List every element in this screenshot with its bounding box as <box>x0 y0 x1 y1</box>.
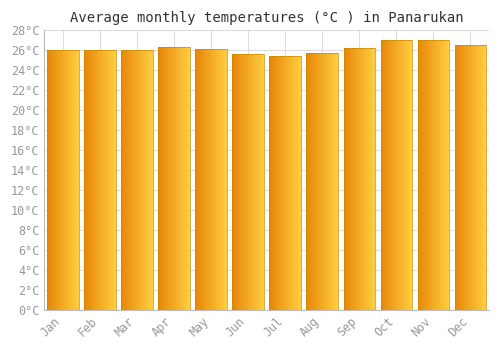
Title: Average monthly temperatures (°C ) in Panarukan: Average monthly temperatures (°C ) in Pa… <box>70 11 464 25</box>
